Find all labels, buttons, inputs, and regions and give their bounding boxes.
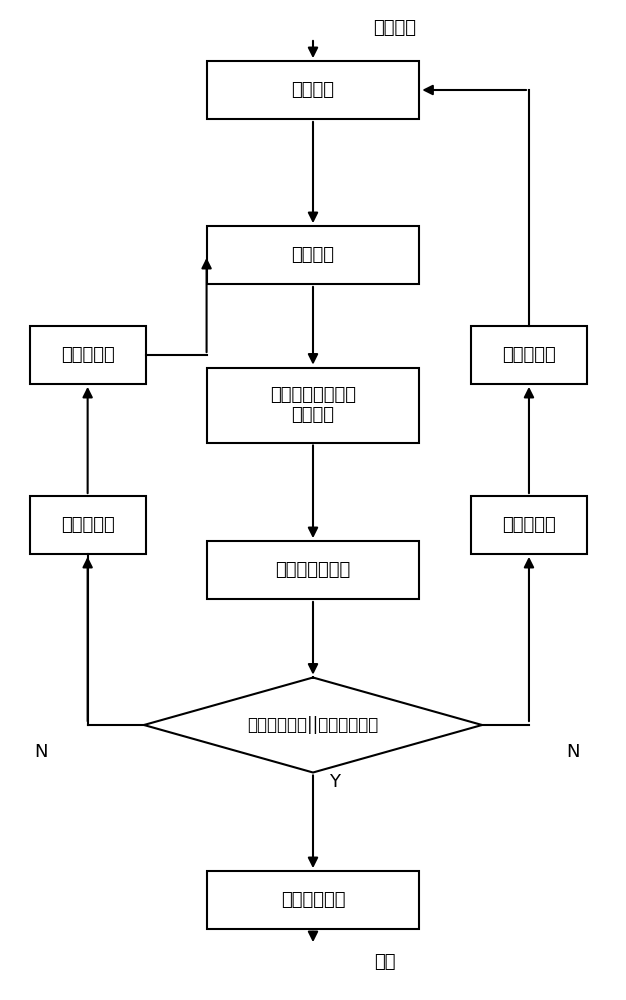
FancyBboxPatch shape: [471, 326, 587, 384]
Text: 精同步估计值: 精同步估计值: [280, 891, 346, 909]
Text: 整数倍时延: 整数倍时延: [61, 516, 115, 534]
FancyBboxPatch shape: [471, 496, 587, 554]
Text: 时延纠正: 时延纠正: [292, 246, 334, 264]
FancyBboxPatch shape: [207, 367, 419, 442]
FancyBboxPatch shape: [207, 871, 419, 929]
FancyBboxPatch shape: [30, 496, 145, 554]
Text: 整数倍频偏: 整数倍频偏: [502, 516, 556, 534]
Text: 短时傅里叶变换预
处理信号: 短时傅里叶变换预 处理信号: [270, 386, 356, 424]
Text: 小数倍时延: 小数倍时延: [61, 346, 115, 364]
Text: N: N: [34, 743, 48, 761]
Text: N: N: [566, 743, 580, 761]
Text: Y: Y: [329, 773, 341, 791]
FancyBboxPatch shape: [207, 61, 419, 119]
Text: 满足精度要求||迭代次数最大: 满足精度要求||迭代次数最大: [247, 716, 379, 734]
FancyBboxPatch shape: [207, 541, 419, 599]
Text: 输出: 输出: [374, 953, 396, 971]
Text: 频偏纠正: 频偏纠正: [292, 81, 334, 99]
Text: 时频二维自相关: 时频二维自相关: [275, 561, 351, 579]
Text: 时域信号: 时域信号: [373, 19, 416, 37]
FancyBboxPatch shape: [30, 326, 145, 384]
Text: 小数倍频偏: 小数倍频偏: [502, 346, 556, 364]
FancyBboxPatch shape: [207, 226, 419, 284]
